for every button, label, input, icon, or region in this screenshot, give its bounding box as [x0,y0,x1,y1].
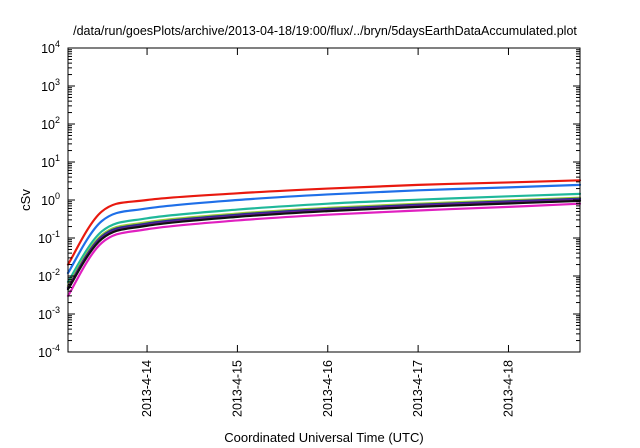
y-tick-label: 101 [41,153,60,170]
y-tick-label: 10-4 [38,343,60,360]
x-tick-label: 2013-4-15 [230,360,244,417]
y-tick-label: 10-3 [38,305,60,322]
y-tick-label: 102 [41,115,60,132]
series-line-1 [66,179,582,266]
x-tick-label: 2013-4-16 [321,360,335,417]
x-tick-label: 2013-4-14 [140,360,154,417]
series-line-5 [66,197,582,289]
y-tick-label: 10-2 [38,267,60,284]
y-tick-label: 100 [41,191,60,208]
x-tick-label: 2013-4-18 [501,360,515,417]
series-line-3 [66,192,582,283]
y-tick-label: 10-1 [38,229,60,246]
series-line-2 [66,183,582,275]
y-tick-label: 103 [41,77,60,94]
y-axis-label: cSv [18,189,33,211]
y-tick-label: 104 [41,39,60,56]
x-axis-label: Coordinated Universal Time (UTC) [224,430,423,445]
series-layer [66,179,582,297]
axis-layer: 10-4 10-3 10-2 10-1 100 101 102 103 104 2013-4-14… [38,39,580,417]
chart-title: /data/run/goesPlots/archive/2013-04-18/1… [73,24,577,38]
series-line-7 [66,199,582,291]
x-tick-label: 2013-4-17 [411,360,425,417]
series-line-8 [66,202,582,297]
